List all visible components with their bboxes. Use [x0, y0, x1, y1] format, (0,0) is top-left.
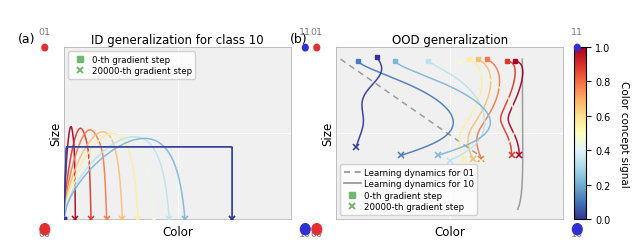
X-axis label: Color: Color	[162, 225, 193, 238]
Legend: Learning dynamics for 01, Learning dynamics for 10, 0-th gradient step, 20000-th: Learning dynamics for 01, Learning dynam…	[340, 165, 477, 215]
X-axis label: Color: Color	[434, 225, 465, 238]
Text: 00: 00	[39, 229, 51, 238]
Text: (a): (a)	[18, 33, 35, 45]
Text: 00: 00	[311, 229, 323, 238]
Text: (b): (b)	[290, 33, 308, 45]
Text: 10: 10	[300, 229, 311, 238]
Text: 01: 01	[311, 28, 323, 37]
Y-axis label: Size: Size	[322, 121, 335, 146]
Text: 01: 01	[39, 28, 51, 37]
Legend: 0-th gradient step, 20000-th gradient step: 0-th gradient step, 20000-th gradient st…	[68, 52, 195, 80]
Text: 10: 10	[572, 229, 583, 238]
Y-axis label: Color concept signal: Color concept signal	[619, 80, 629, 187]
Text: 11: 11	[572, 28, 583, 37]
Y-axis label: Size: Size	[50, 121, 63, 146]
Title: ID generalization for class 10: ID generalization for class 10	[92, 34, 264, 47]
Text: 11: 11	[300, 28, 311, 37]
Title: OOD generalization: OOD generalization	[392, 34, 508, 47]
